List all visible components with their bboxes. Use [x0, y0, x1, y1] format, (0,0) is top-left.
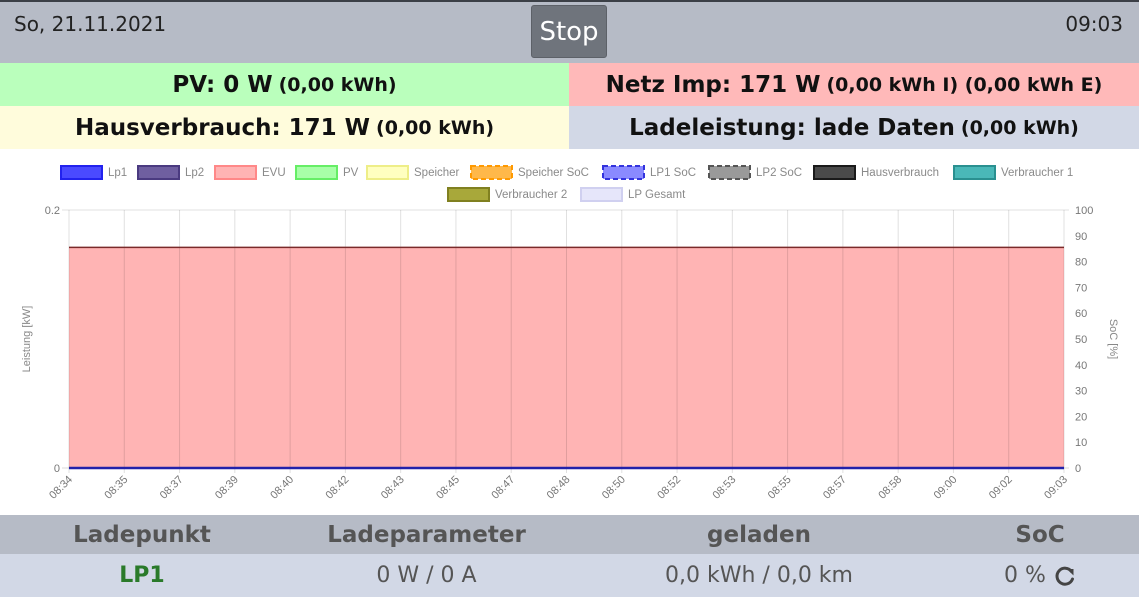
y-tick-label-1: 0	[54, 463, 60, 475]
x-tick-label-2: 08:37	[158, 474, 186, 502]
table-row: LP1 0 W / 0 A 0,0 kWh / 0,0 km 0 %	[0, 554, 1139, 597]
header-geladen: geladen	[707, 521, 811, 548]
y2-tick-label-8: 20	[1075, 411, 1087, 423]
x-tick-label-12: 08:53	[711, 474, 739, 502]
y-tick-label-0: 0.2	[45, 205, 60, 217]
legend-label-4: Speicher	[414, 167, 460, 179]
x-tick-label-1: 08:35	[102, 474, 130, 502]
x-tick-label-16: 09:00	[932, 474, 960, 502]
pv-energy: (0,00 kWh)	[278, 73, 397, 96]
legend-label-8: Hausverbrauch	[861, 167, 939, 179]
x-tick-label-10: 08:50	[600, 474, 628, 502]
legend-label-5: Speicher SoC	[518, 167, 589, 179]
x-tick-label-0: 08:34	[47, 474, 75, 502]
x-tick-label-6: 08:43	[379, 474, 407, 502]
x-tick-label-3: 08:39	[213, 474, 241, 502]
legend-label-6: LP1 SoC	[650, 167, 696, 179]
legend-label-0: Lp1	[108, 167, 127, 179]
date-display: So, 21.11.2021	[14, 12, 167, 36]
charging-power: Ladeleistung: lade Daten	[629, 114, 955, 141]
legend-swatch-1	[137, 165, 180, 180]
power-chart: Lp1 Lp2 EVU PV Speicher Speicher SoC LP1 SoC LP…	[21, 165, 1119, 502]
y2-tick-label-4: 60	[1075, 308, 1087, 320]
y2-tick-label-7: 30	[1075, 386, 1087, 398]
charge-parameters: 0 W / 0 A	[376, 563, 477, 588]
x-tick-label-7: 08:45	[434, 474, 462, 502]
x-tick-label-11: 08:52	[655, 474, 683, 502]
x-tick-label-13: 08:55	[766, 474, 794, 502]
pv-power: PV: 0 W	[172, 71, 273, 98]
header-ladepunkt: Ladepunkt	[73, 521, 211, 548]
y2-tick-label-9: 10	[1075, 437, 1087, 449]
legend-swatch-8	[813, 165, 856, 180]
legend-label-7: LP2 SoC	[756, 167, 802, 179]
legend-swatch-2	[214, 165, 257, 180]
y2-tick-label-2: 80	[1075, 257, 1087, 269]
pv-tile: PV: 0 W (0,00 kWh)	[0, 63, 569, 106]
charging-power-tile: Ladeleistung: lade Daten (0,00 kWh)	[569, 106, 1139, 149]
legend-label-2: EVU	[262, 167, 286, 179]
header-soc: SoC	[1015, 521, 1065, 548]
y2-tick-label-6: 40	[1075, 360, 1087, 372]
y2-tick-label-5: 50	[1075, 334, 1087, 346]
legend-swatch-0	[60, 165, 103, 180]
refresh-icon[interactable]	[1054, 565, 1076, 587]
x-tick-label-17: 09:02	[987, 474, 1015, 502]
grid-import-power: Netz Imp: 171 W	[605, 71, 821, 98]
charged-amount: 0,0 kWh / 0,0 km	[665, 563, 853, 588]
legend-label-1: Lp2	[185, 167, 204, 179]
y2-axis-title: SoC [%]	[1107, 319, 1119, 359]
legend-swatch-5	[470, 165, 513, 180]
x-tick-label-8: 08:47	[489, 474, 517, 502]
top-bar: So, 21.11.2021 Stop 09:03	[0, 0, 1139, 63]
chart-legend: Lp1 Lp2 EVU PV Speicher Speicher SoC LP1 SoC LP…	[60, 165, 1073, 202]
y-axis-title: Leistung [kW]	[21, 306, 33, 373]
y2-tick-label-0: 100	[1075, 205, 1093, 217]
legend-label-11: LP Gesamt	[628, 189, 686, 201]
grid-energy: (0,00 kWh I) (0,00 kWh E)	[826, 73, 1103, 96]
x-tick-label-4: 08:40	[268, 474, 296, 502]
soc-value: 0 %	[1004, 563, 1046, 588]
legend-swatch-9	[953, 165, 996, 180]
legend-label-9: Verbraucher 1	[1001, 167, 1073, 179]
stop-button[interactable]: Stop	[531, 5, 607, 58]
chargepoint-name[interactable]: LP1	[14, 554, 270, 597]
house-consumption-tile: Hausverbrauch: 171 W (0,00 kWh)	[0, 106, 569, 149]
house-consumption-power: Hausverbrauch: 171 W	[74, 114, 371, 141]
header-ladeparameter: Ladeparameter	[327, 521, 526, 548]
x-tick-label-18: 09:03	[1042, 474, 1070, 502]
x-tick-label-5: 08:42	[324, 474, 352, 502]
chargepoint-name-label: LP1	[119, 563, 165, 588]
legend-swatch-3	[295, 165, 338, 180]
legend-label-3: PV	[343, 167, 359, 179]
soc-cell: 0 %	[950, 554, 1130, 597]
chargepoint-table-header: Ladepunkt Ladeparameter geladen SoC	[0, 515, 1139, 554]
legend-label-10: Verbraucher 2	[495, 189, 567, 201]
legend-swatch-4	[366, 165, 409, 180]
x-tick-label-9: 08:48	[545, 474, 573, 502]
legend-swatch-10	[447, 187, 490, 202]
house-consumption-energy: (0,00 kWh)	[376, 116, 495, 139]
legend-swatch-11	[580, 187, 623, 202]
time-display: 09:03	[1065, 12, 1123, 36]
y2-tick-label-10: 0	[1075, 463, 1081, 475]
x-tick-label-14: 08:57	[821, 474, 849, 502]
legend-swatch-6	[602, 165, 645, 180]
legend-swatch-7	[708, 165, 751, 180]
x-tick-label-15: 08:58	[876, 474, 904, 502]
series-area-evu	[69, 247, 1064, 468]
charging-energy: (0,00 kWh)	[960, 116, 1079, 139]
grid-tile: Netz Imp: 171 W (0,00 kWh I) (0,00 kWh E…	[569, 63, 1139, 106]
y2-tick-label-1: 90	[1075, 231, 1087, 243]
y2-tick-label-3: 70	[1075, 282, 1087, 294]
